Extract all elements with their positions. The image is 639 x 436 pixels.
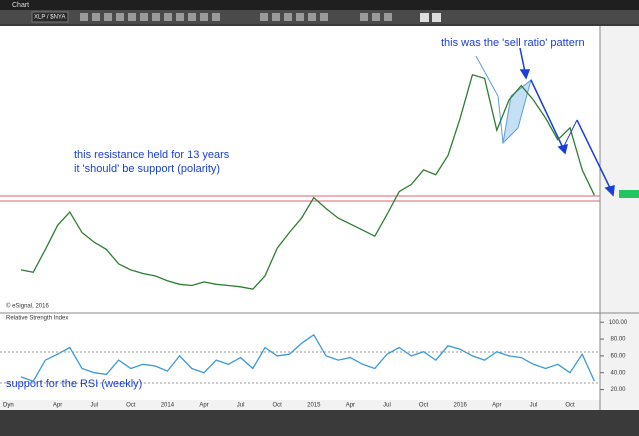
y-tick-label: 20.00 xyxy=(610,387,626,393)
series-line xyxy=(20,333,595,382)
y-tick-label: 80.00 xyxy=(610,337,626,343)
x-tick-label: Oct xyxy=(565,403,575,409)
time-axis-area xyxy=(0,400,600,410)
series-line xyxy=(20,73,595,290)
trend-arrows xyxy=(519,47,615,197)
annotation: support for the RSI (weekly) xyxy=(6,378,142,390)
y-tick-label: 100.00 xyxy=(609,320,628,326)
x-tick-label: 2014 xyxy=(161,403,175,409)
x-tick-label: Oct xyxy=(273,403,283,409)
y-tick-label: 60.00 xyxy=(610,353,626,359)
x-tick-label: Oct xyxy=(126,403,136,409)
x-tick-label: Jul xyxy=(237,403,245,409)
symbol: XLP / $NYA xyxy=(34,15,65,21)
annotation: this resistance held for 13 years xyxy=(74,149,230,161)
price-panel-title: © eSignal, 2016 xyxy=(6,303,49,310)
symbol-box[interactable] xyxy=(31,11,69,23)
y-tick-label: 40.00 xyxy=(610,370,626,376)
window-title: Chart xyxy=(12,2,29,9)
x-tick-label: Apr xyxy=(346,403,355,409)
x-tick-label: Jul xyxy=(530,403,538,409)
rsi-panel-title: Relative Strength Index xyxy=(6,316,68,322)
footer-label: Dyn xyxy=(3,403,14,409)
toolbar-icons[interactable] xyxy=(80,13,441,22)
x-tick-label: Apr xyxy=(53,403,62,409)
x-tick-label: Oct xyxy=(419,403,429,409)
x-tick-label: 2015 xyxy=(307,403,321,409)
x-tick-label: Jul xyxy=(383,403,391,409)
annotation: it 'should' be support (polarity) xyxy=(74,163,220,175)
x-tick-label: Apr xyxy=(199,403,208,409)
annotation: this was the 'sell ratio' pattern xyxy=(441,37,585,49)
x-tick-label: Apr xyxy=(492,403,501,409)
price-axis-area xyxy=(600,26,639,410)
title-bar xyxy=(0,0,639,10)
last-price-marker xyxy=(619,190,639,198)
status-bar xyxy=(0,410,639,436)
x-tick-label: 2016 xyxy=(454,403,468,409)
x-tick-label: Jul xyxy=(90,403,98,409)
plot-area xyxy=(0,26,600,400)
